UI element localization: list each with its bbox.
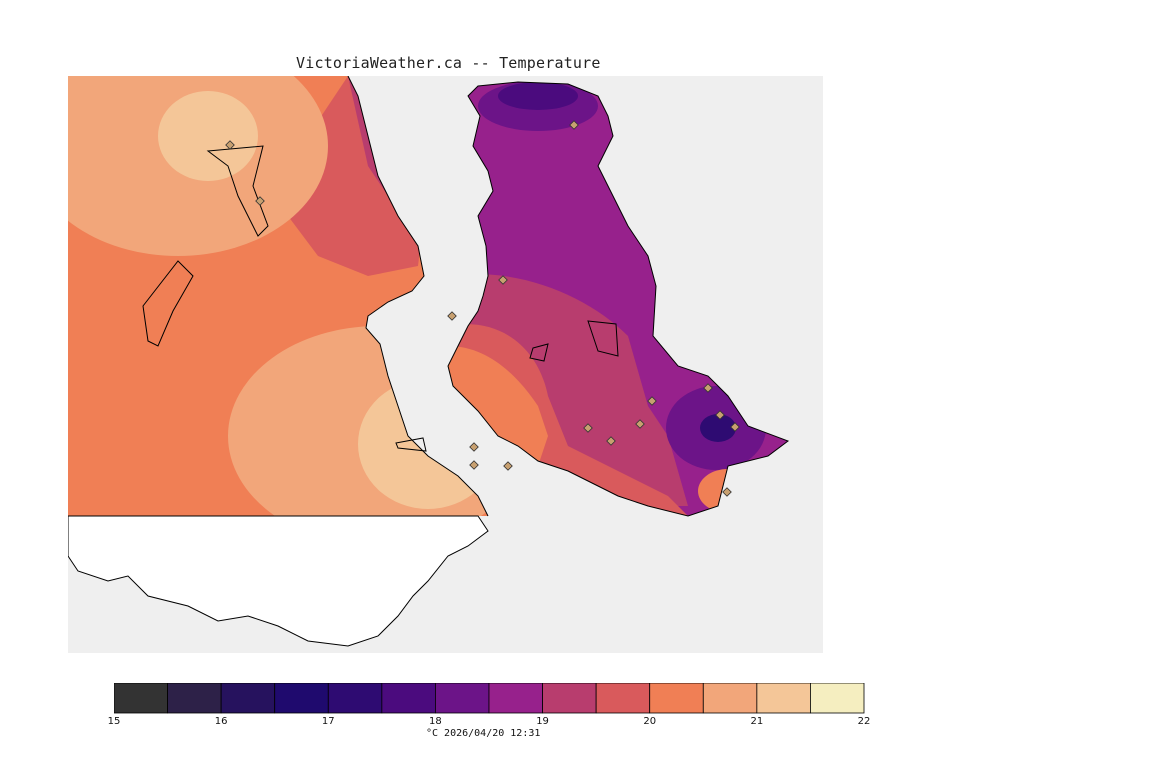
legend-bin	[114, 683, 168, 714]
units-and-timestamp: °C 2026/04/20 12:31	[426, 728, 541, 739]
station-marker[interactable]	[447, 311, 457, 321]
legend-tick-label: 16	[214, 716, 228, 727]
station-marker[interactable]	[503, 461, 513, 471]
station-marker[interactable]	[635, 419, 645, 429]
coastlines	[142, 76, 790, 517]
legend-bin	[274, 683, 329, 714]
legend-bin	[435, 683, 490, 714]
legend-tick-label: 15	[107, 716, 121, 727]
weather-stations	[225, 120, 740, 497]
temperature-map	[68, 76, 823, 653]
legend-bin	[649, 683, 704, 714]
station-marker[interactable]	[730, 422, 740, 432]
legend-tick-label: 19	[536, 716, 549, 727]
station-marker[interactable]	[583, 423, 593, 433]
legend-bin	[327, 683, 383, 714]
map-title: VictoriaWeather.ca -- Temperature	[296, 54, 601, 72]
temperature-legend	[114, 683, 865, 714]
station-marker[interactable]	[255, 196, 265, 206]
legend-tick-label: 17	[321, 716, 335, 727]
station-marker[interactable]	[498, 275, 508, 285]
legend-tick-label: 18	[429, 716, 442, 727]
station-marker[interactable]	[703, 383, 713, 393]
station-marker[interactable]	[606, 436, 616, 446]
legend-bin	[542, 683, 597, 714]
legend-tick-label: 20	[643, 716, 657, 727]
legend-bin	[756, 683, 811, 714]
station-marker[interactable]	[469, 442, 479, 452]
station-marker[interactable]	[647, 396, 657, 406]
olympic-land-outside	[68, 515, 489, 647]
legend-bin	[167, 683, 222, 714]
legend-bin	[381, 683, 436, 714]
legend-bin	[488, 683, 543, 714]
station-marker[interactable]	[722, 487, 732, 497]
legend-bin	[702, 683, 758, 714]
legend-bin	[595, 683, 651, 714]
station-marker[interactable]	[469, 460, 479, 470]
station-marker[interactable]	[569, 120, 579, 130]
legend-tick-label: 21	[750, 716, 764, 727]
station-marker[interactable]	[225, 140, 235, 150]
legend-tick-label: 22	[857, 716, 871, 727]
station-marker[interactable]	[715, 410, 725, 420]
legend-bin	[810, 683, 865, 714]
legend-bin	[220, 683, 276, 714]
